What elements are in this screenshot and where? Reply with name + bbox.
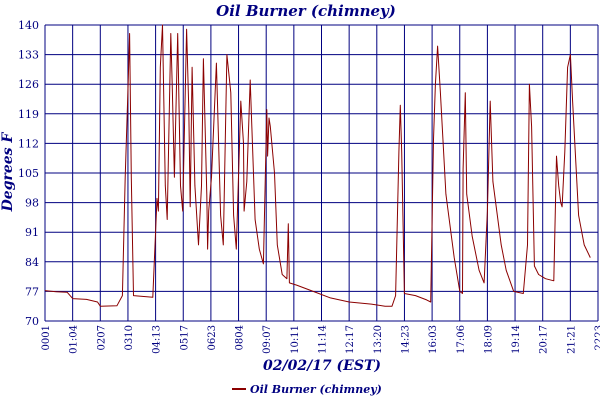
x-tick-label: 2223	[594, 325, 600, 350]
x-tick-label: 20:17	[539, 325, 550, 354]
legend-entry: Oil Burner (chimney)	[250, 383, 382, 396]
x-tick-label: 16:03	[428, 325, 439, 354]
y-tick-labels: 70 77 84 91 98 105 112 119 126 133 140	[18, 19, 39, 328]
x-tick-label: 0517	[179, 325, 190, 350]
x-tick-label: 21:21	[566, 325, 577, 354]
plot-grid	[44, 24, 599, 322]
x-tick-label: 09:07	[262, 325, 273, 354]
x-axis-label: 02/02/17 (EST)	[263, 358, 381, 374]
y-tick-label: 77	[25, 285, 39, 298]
y-tick-label: 91	[25, 226, 39, 239]
x-tick-label: 19:14	[511, 325, 522, 354]
y-tick-label: 105	[18, 167, 39, 180]
x-tick-label: 11:14	[318, 325, 329, 354]
x-tick-label: 0310	[124, 325, 135, 350]
y-tick-label: 84	[25, 256, 39, 269]
x-tick-labels: 0001 01:04 0207 0310 04:13 0517 0623 0804 09:07 1…	[41, 325, 600, 354]
legend: Oil Burner (chimney)	[232, 383, 382, 396]
x-tick-label: 0001	[41, 325, 52, 350]
x-tick-label: 13:20	[373, 325, 384, 354]
x-tick-label: 01:04	[69, 325, 80, 354]
series-layer	[44, 24, 591, 307]
y-tick-label: 112	[18, 137, 39, 150]
y-tick-label: 70	[25, 315, 39, 328]
chart-title: Oil Burner (chimney)	[216, 2, 396, 20]
x-tick-label: 18:09	[483, 325, 494, 354]
x-tick-label: 14:23	[400, 325, 411, 354]
y-tick-label: 98	[25, 197, 39, 210]
x-tick-label: 10:11	[290, 325, 301, 354]
y-tick-label: 133	[18, 49, 39, 62]
y-tick-label: 126	[18, 78, 39, 91]
x-tick-label: 12:17	[345, 325, 356, 354]
y-tick-label: 140	[18, 19, 39, 32]
x-tick-label: 04:13	[152, 325, 163, 354]
series-line	[44, 24, 591, 307]
x-tick-label: 0623	[207, 325, 218, 350]
x-tick-label: 17:06	[456, 325, 467, 354]
x-tick-label: 0804	[235, 325, 246, 350]
y-axis-label: Degrees F	[0, 132, 16, 213]
y-tick-label: 119	[18, 108, 39, 121]
x-tick-label: 0207	[96, 325, 107, 350]
